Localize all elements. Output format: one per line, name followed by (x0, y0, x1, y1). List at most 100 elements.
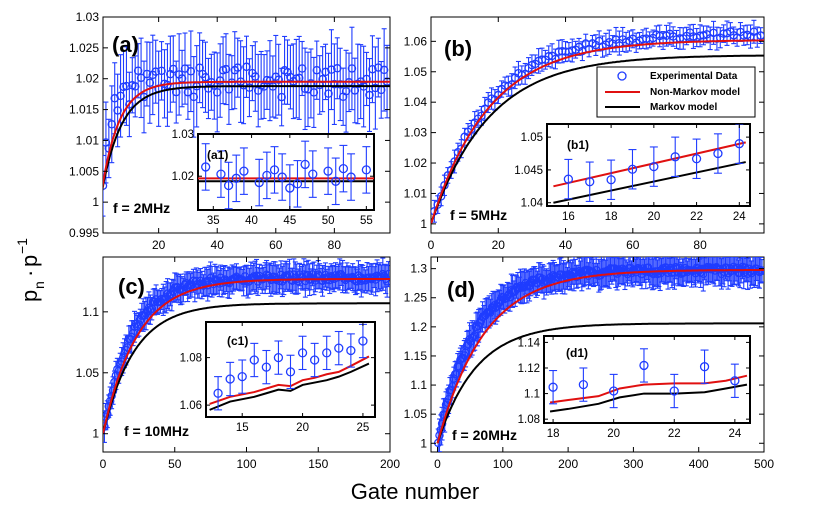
data-point-a (157, 66, 166, 76)
data-point-a (183, 87, 193, 97)
data-point-d1 (578, 379, 589, 390)
data-point-b1 (585, 177, 595, 187)
data-point-c1 (273, 352, 284, 363)
data-point-c1 (322, 348, 332, 358)
y-tick-label-a1: 1.02 (172, 171, 194, 183)
y-axis-label-p: p (17, 290, 42, 302)
markov-curve-d1 (549, 383, 748, 413)
data-point-a1 (231, 173, 241, 183)
plot-area-c1 (209, 323, 370, 411)
y-tick-label-a: 1.03 (76, 10, 100, 24)
data-point-b1 (691, 154, 702, 164)
data-point-a (212, 88, 222, 97)
y-tick-label-d: 1.25 (404, 291, 428, 305)
y-tick-label-d: 1.15 (404, 349, 428, 363)
x-tick-label-a1: 40 (245, 215, 258, 227)
x-tick-label-a: 20 (152, 238, 166, 252)
data-point-a (262, 75, 272, 85)
y-tick-label-d1: 1.14 (518, 337, 541, 349)
plot-area-b1 (553, 124, 746, 204)
data-point-b1 (713, 148, 723, 159)
data-point-a (215, 76, 225, 85)
data-point-a1 (277, 172, 287, 182)
y-tick-label-b: 1.01 (404, 186, 428, 200)
y-axis-label-subscript: n (31, 281, 47, 289)
inset-c1: 15 20 25 1.06 1.08 (180, 321, 376, 434)
nonmarkov-curve-d (436, 269, 764, 444)
data-point-a1 (262, 170, 272, 181)
panel-label-d: (d) (447, 277, 475, 302)
data-point-a1 (361, 165, 371, 175)
data-point-c1 (297, 348, 308, 358)
data-point-b1 (563, 174, 574, 184)
inset-a1: 35 40 45 50 55 1.02 1.03 (172, 129, 375, 227)
data-point-a (113, 106, 122, 115)
y-tick-label-d: 1.1 (410, 378, 427, 392)
data-point-a (189, 92, 199, 102)
x-tick-label-c: 100 (236, 457, 256, 471)
data-point-a (371, 83, 380, 93)
data-point-a1 (300, 159, 310, 170)
plot-area-c (103, 257, 390, 443)
data-point-a (186, 67, 196, 76)
data-point-a (312, 65, 322, 75)
legend-label-nonmarkov: Non-Markov model (650, 87, 740, 98)
freq-label-a: f = 2MHz (113, 200, 170, 216)
x-tick-label-b1: 22 (690, 211, 703, 223)
legend-label-experimental: Experimental Data (650, 71, 738, 82)
data-point-c1 (346, 345, 356, 356)
data-point-a (274, 75, 283, 84)
data-point-d1 (609, 386, 619, 396)
y-tick-label-b: 1 (420, 217, 427, 231)
y-tick-label-b: 1.06 (404, 34, 428, 48)
y-tick-label-d: 1.2 (410, 320, 427, 334)
x-tick-label-c: 0 (100, 457, 107, 471)
data-point-b1 (649, 161, 659, 172)
data-point-a (277, 92, 286, 102)
panel-label-b: (b) (444, 36, 472, 61)
data-point-a (233, 63, 242, 72)
legend-marker-experimental (617, 71, 627, 81)
y-tick-label-a: 1.005 (69, 164, 99, 178)
data-point-a (125, 100, 134, 109)
y-tick-label-a: 1.015 (69, 103, 99, 117)
y-tick-label-c1: 1.08 (180, 353, 202, 365)
x-tick-label-a1: 35 (207, 215, 220, 227)
x-tick-label-a1: 50 (322, 215, 335, 227)
data-point-a1 (308, 169, 318, 179)
data-point-a (347, 64, 357, 73)
x-tick-label-a1: 55 (360, 215, 373, 227)
data-point-c (275, 276, 284, 286)
x-tick-label-b1: 16 (562, 211, 575, 223)
data-point-a1 (285, 183, 295, 193)
data-point-a (245, 83, 254, 92)
y-tick-label-c: 1.1 (82, 305, 99, 319)
data-point-a (122, 81, 131, 91)
y-tick-label-d1: 1.08 (518, 414, 540, 426)
x-tick-label-d: 300 (623, 457, 643, 471)
y-tick-label-a1: 1.03 (172, 129, 194, 141)
y-tick-label-b: 1.03 (404, 126, 428, 140)
x-tick-label-d: 400 (689, 457, 709, 471)
x-tick-label-b: 0 (428, 238, 435, 252)
data-point-a (365, 90, 374, 100)
data-point-a1 (216, 169, 226, 179)
data-point-b1 (734, 139, 744, 149)
x-tick-label-c1: 25 (357, 422, 370, 434)
x-tick-label-c1: 20 (296, 422, 309, 434)
data-point-d1 (699, 362, 710, 372)
data-point-d1 (639, 360, 649, 371)
plot-area-b (431, 19, 764, 225)
y-tick-label-d: 1.05 (404, 407, 428, 421)
data-point-a (130, 82, 140, 91)
data-point-a1 (346, 172, 356, 182)
y-tick-label-c1: 1.06 (180, 400, 202, 412)
data-point-c1 (285, 367, 296, 377)
y-axis-label-superscript: −1 (14, 238, 30, 254)
nonmarkov-curve-c1 (209, 355, 370, 405)
inset-label-a1: (a1) (207, 148, 228, 162)
y-axis-label-p2: p (17, 255, 42, 267)
x-tick-label-b: 20 (492, 238, 506, 252)
y-tick-label-d: 1.3 (410, 262, 427, 276)
